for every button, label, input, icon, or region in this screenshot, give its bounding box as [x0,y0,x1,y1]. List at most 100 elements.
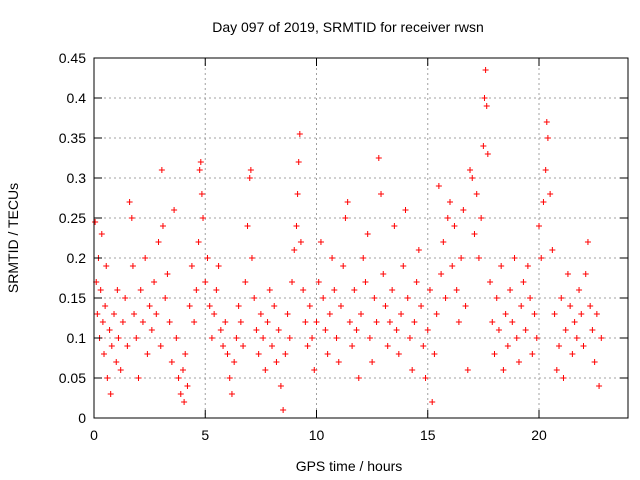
data-point [471,231,478,237]
data-point [294,191,301,197]
data-point [393,327,400,333]
data-point [322,327,329,333]
data-point [144,351,151,357]
data-point [515,359,522,365]
data-point [409,367,416,373]
grid-lines [94,58,628,418]
data-point [580,343,587,349]
data-point [146,303,153,309]
x-tick-label: 20 [531,427,547,443]
data-point [406,335,413,341]
data-point [264,319,271,325]
data-point [540,199,547,205]
data-point [484,151,491,157]
data-point [251,295,258,301]
data-point [467,167,474,173]
data-point [324,351,331,357]
data-point [304,343,311,349]
data-point [551,311,558,317]
data-point [440,239,447,245]
data-point [424,327,431,333]
x-tick-label: 5 [201,427,209,443]
data-point [260,335,267,341]
data-point [224,351,231,357]
data-point [315,279,322,285]
data-point [317,239,324,245]
data-point [576,287,583,293]
data-point [453,287,460,293]
data-point [158,167,165,173]
data-point [518,303,525,309]
data-point [175,375,182,381]
data-point [513,335,520,341]
data-point [159,223,166,229]
data-point [119,319,126,325]
data-point [101,351,108,357]
data-point [344,199,351,205]
data-point [400,263,407,269]
data-point [271,303,278,309]
data-point [133,335,140,341]
data-point [442,295,449,301]
data-point [556,343,563,349]
data-point [237,319,244,325]
data-point [286,335,293,341]
y-tick-label: 0.1 [67,330,87,346]
x-tick-label: 0 [90,427,98,443]
data-point [108,343,115,349]
plot-frame [93,57,629,419]
data-point [142,255,149,261]
data-point [331,287,338,293]
data-point [333,335,340,341]
data-point [495,327,502,333]
data-point [384,343,391,349]
data-point [547,191,554,197]
data-point [464,367,471,373]
data-point [181,399,188,405]
data-point [362,279,369,285]
data-point [335,359,342,365]
data-point [104,375,111,381]
data-point [487,279,494,285]
data-point [106,327,113,333]
data-point [544,135,551,141]
data-point [591,359,598,365]
data-point [355,375,362,381]
data-point [346,319,353,325]
data-point [126,199,133,205]
y-axis-label: SRMTID / TECUs [5,183,21,293]
data-point [558,295,565,301]
data-point [162,295,169,301]
y-tick-label: 0.05 [59,370,86,386]
data-point [320,295,327,301]
data-point [151,279,158,285]
data-point [246,175,253,181]
data-point [211,311,218,317]
data-point [447,199,453,205]
data-point [166,319,173,325]
data-point [326,311,333,317]
data-point [255,351,262,357]
data-point [438,271,445,277]
data-point [215,263,222,269]
data-point [329,255,336,261]
data-point [435,183,442,189]
data-point [491,351,498,357]
data-point [598,335,605,341]
data-point [293,223,300,229]
data-point [113,359,120,365]
data-point [244,223,251,229]
data-point [522,327,529,333]
data-point [587,303,594,309]
data-point [197,159,204,165]
data-point [220,343,227,349]
data-point [449,263,456,269]
data-point [102,303,109,309]
data-point [382,303,389,309]
data-point [97,287,104,293]
data-point [455,319,462,325]
data-point [349,343,356,349]
y-tick-label: 0.25 [59,210,86,226]
data-point [353,327,360,333]
data-point [458,255,465,261]
